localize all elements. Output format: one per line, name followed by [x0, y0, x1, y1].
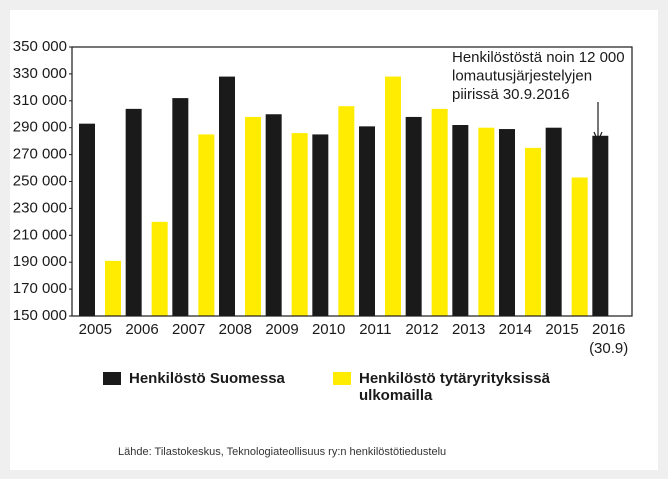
x-tick-label: 2015 [545, 321, 578, 338]
legend-label: Henkilöstö tytäryrityksissä ulkomailla [359, 370, 550, 404]
y-tick-label: 270 000 [13, 146, 67, 163]
bar [125, 108, 142, 317]
bar [478, 127, 495, 316]
x-tick-label: 2013 [452, 321, 485, 338]
x-tick-label: 2011 [359, 321, 391, 338]
bar [265, 114, 282, 316]
annotation: lomautusjärjestelyjen [452, 67, 592, 84]
bar [431, 108, 448, 317]
y-tick-label: 150 000 [13, 307, 67, 324]
y-tick-label: 290 000 [13, 119, 67, 136]
bar [499, 129, 515, 316]
legend-item: Henkilöstö Suomessa [103, 370, 323, 387]
bar [291, 133, 308, 316]
x-tick-label: 2006 [125, 321, 158, 338]
y-tick-label: 170 000 [13, 280, 67, 297]
annotation: piirissä 30.9.2016 [452, 86, 570, 103]
x-tick-label-line: (30.9) [589, 340, 628, 357]
legend-swatch [103, 372, 121, 385]
bar [405, 116, 422, 316]
plot-frame [71, 46, 633, 317]
y-tick-label: 190 000 [13, 253, 67, 270]
bar [385, 76, 401, 316]
x-tick-label: 2008 [219, 321, 252, 338]
y-tick-label: 310 000 [13, 92, 67, 109]
x-tick-label: 2014 [499, 321, 532, 338]
x-tick-label: 2009 [265, 321, 298, 338]
bar [359, 126, 375, 316]
arrow-head [593, 131, 603, 143]
bar [245, 116, 261, 316]
bar [105, 260, 121, 316]
bar [172, 98, 189, 316]
source: Lähde: Tilastokeskus, Teknologiateollisu… [118, 446, 447, 458]
x-tick-label: 2012 [405, 321, 438, 338]
bar [545, 127, 562, 316]
bar [525, 147, 541, 316]
x-tick-label: 2010 [312, 321, 345, 338]
y-tick-label: 350 000 [13, 38, 67, 55]
bar [592, 135, 609, 316]
x-tick-label-line: 2016 [592, 321, 625, 338]
bar [219, 76, 235, 316]
y-tick-label: 230 000 [13, 199, 67, 216]
x-tick-label: 2007 [172, 321, 205, 338]
legend-label: Henkilöstö Suomessa [129, 370, 285, 387]
bar [452, 125, 469, 316]
legend-item: Henkilöstö tytäryrityksissä ulkomailla [333, 370, 563, 404]
x-tick-label: 2005 [79, 321, 112, 338]
bar [571, 177, 588, 316]
annotation: Henkilöstöstä noin 12 000 [452, 49, 625, 66]
bar [198, 134, 215, 316]
y-tick-label: 250 000 [13, 172, 67, 189]
legend-swatch [333, 372, 351, 385]
bar [79, 123, 95, 316]
x-tick-label: 2016 (30.9) [589, 321, 628, 357]
bar [338, 106, 355, 317]
y-tick-label: 330 000 [13, 65, 67, 82]
bar [312, 134, 329, 316]
y-tick-label: 210 000 [13, 226, 67, 243]
bar [151, 221, 168, 316]
